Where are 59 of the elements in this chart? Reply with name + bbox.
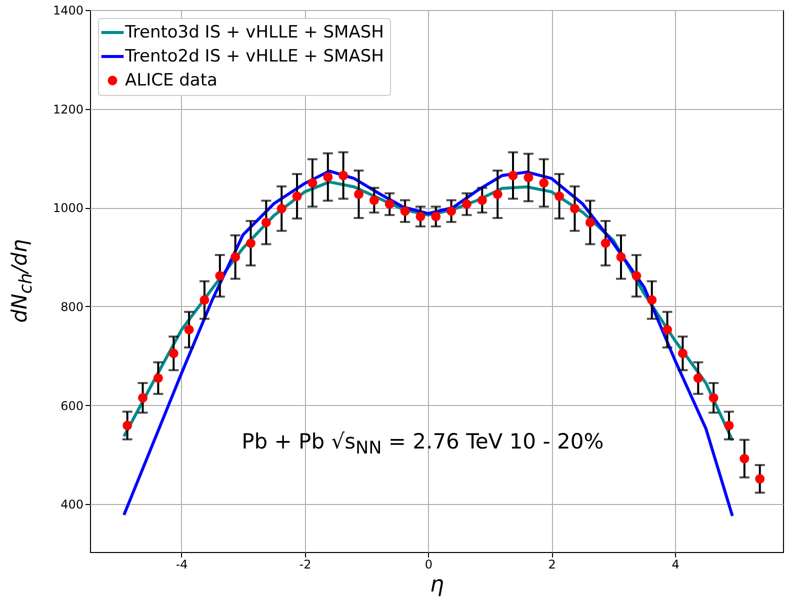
y-tick-label: 1000 — [52, 201, 84, 216]
x-tick-label: -2 — [299, 558, 312, 572]
point — [554, 192, 564, 201]
y-tick-label: 1400 — [52, 4, 84, 18]
point — [585, 218, 595, 228]
point — [678, 348, 688, 358]
point — [477, 195, 487, 205]
point — [508, 170, 518, 180]
point — [184, 324, 194, 334]
point — [724, 420, 734, 430]
point — [616, 252, 626, 262]
point — [462, 199, 472, 209]
line-series — [122, 170, 734, 518]
y-tick-label: 1200 — [52, 102, 84, 116]
point — [122, 420, 132, 430]
point — [416, 212, 426, 222]
x-tick-label: -4 — [176, 558, 188, 572]
point — [431, 212, 441, 222]
point — [168, 348, 178, 358]
point — [230, 252, 240, 262]
legend-label: Trento2d IS + vHLLE + SMASH — [124, 46, 384, 66]
point — [138, 393, 148, 403]
y-tick-label: 400 — [60, 498, 84, 512]
point — [215, 271, 225, 281]
point — [662, 324, 672, 334]
point — [369, 195, 379, 205]
point — [708, 393, 718, 403]
x-axis-title: η — [430, 572, 444, 598]
point — [693, 373, 703, 383]
point — [354, 190, 364, 200]
point — [400, 206, 410, 216]
point — [153, 373, 163, 383]
point — [384, 199, 394, 209]
x-tick-label: 0 — [424, 558, 432, 572]
point — [755, 474, 765, 484]
point — [524, 172, 534, 182]
point — [261, 218, 271, 228]
point — [200, 295, 210, 305]
x-tick-label: 4 — [672, 558, 680, 572]
point — [647, 295, 657, 305]
point — [600, 238, 610, 248]
annotation: Pb + Pb √s$_{NN}$ = 2.76 TeV 10 - 20% — [242, 429, 604, 458]
point — [632, 271, 642, 281]
point — [308, 178, 318, 188]
y-tick-label: 800 — [60, 300, 84, 314]
point — [276, 204, 286, 214]
y-tick-label: 600 — [60, 398, 84, 413]
point — [323, 172, 333, 182]
point — [740, 454, 750, 464]
legend-label: Trento3d IS + vHLLE + SMASH — [124, 22, 384, 42]
point — [246, 238, 256, 248]
point — [446, 206, 456, 216]
legend-label: ALICE data — [125, 70, 218, 90]
point — [338, 170, 348, 180]
point — [492, 190, 502, 200]
point — [539, 178, 549, 188]
point — [292, 192, 302, 201]
x-tick-label: 2 — [548, 558, 556, 572]
point — [570, 204, 580, 214]
